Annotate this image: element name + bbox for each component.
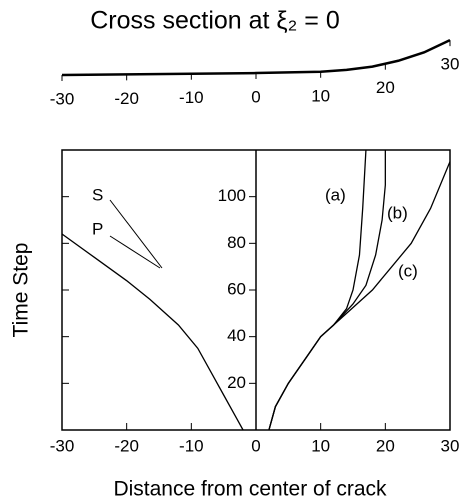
annotation: (c)	[398, 261, 418, 280]
x-tick-label: 0	[251, 88, 260, 107]
y-tick-label: 20	[227, 373, 246, 392]
x-tick-label: 30	[441, 55, 460, 74]
x-tick-label: -10	[179, 436, 204, 455]
x-tick-label: 10	[311, 86, 330, 105]
x-tick-label: 20	[376, 78, 395, 97]
x-tick-label: -20	[114, 89, 139, 108]
x-tick-label: -30	[50, 89, 75, 108]
annotation: P	[92, 219, 103, 238]
data-line	[61, 38, 451, 77]
data-line	[61, 233, 244, 431]
x-tick-label: 0	[251, 436, 260, 455]
y-axis-label: Time Step	[10, 243, 33, 338]
y-tick-label: 40	[227, 326, 246, 345]
chart-title: Cross section at ξ₂ = 0	[90, 7, 339, 35]
x-tick-label: 20	[376, 436, 395, 455]
x-axis-label: Distance from center of crack	[113, 478, 387, 501]
x-tick-label: -30	[50, 436, 75, 455]
p-wave-line	[109, 235, 161, 269]
s-wave-line	[109, 199, 163, 269]
data-line	[268, 149, 367, 431]
x-tick-label: -20	[114, 436, 139, 455]
x-tick-label: 30	[441, 436, 460, 455]
annotation: (a)	[325, 185, 346, 204]
annotation: (b)	[387, 203, 408, 222]
data-line	[268, 161, 451, 431]
y-tick-label: 100	[218, 186, 246, 205]
annotation: S	[92, 185, 103, 204]
y-tick-label: 60	[227, 279, 246, 298]
x-tick-label: -10	[179, 88, 204, 107]
x-tick-label: 10	[311, 436, 330, 455]
y-tick-label: 80	[227, 233, 246, 252]
